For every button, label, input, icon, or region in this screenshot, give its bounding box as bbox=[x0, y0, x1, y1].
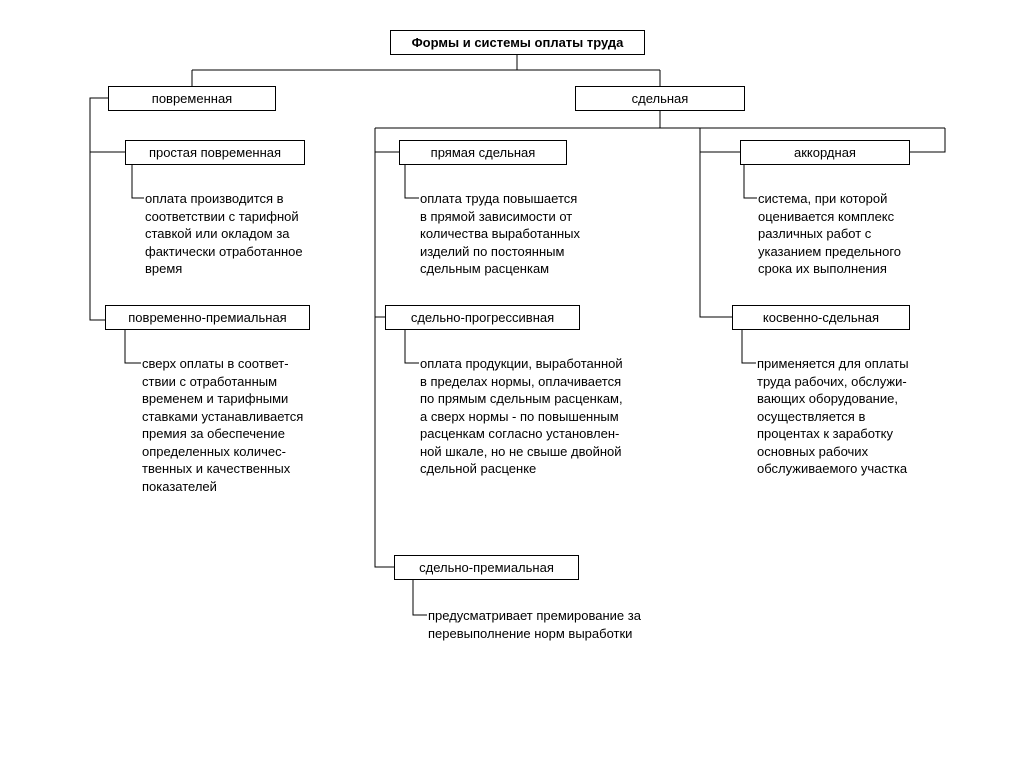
desc-m3: предусматривает премирование за перевыпо… bbox=[428, 607, 688, 642]
node-r1: аккордная bbox=[740, 140, 910, 165]
desc-l2: сверх оплаты в соответ- ствии с отработа… bbox=[142, 355, 342, 495]
node-m2: сдельно-прогрессивная bbox=[385, 305, 580, 330]
desc-l1: оплата производится в соответствии с тар… bbox=[145, 190, 340, 278]
node-m3: сдельно-премиальная bbox=[394, 555, 579, 580]
branch-left: повременная bbox=[108, 86, 276, 111]
desc-m1: оплата труда повышается в прямой зависим… bbox=[420, 190, 620, 278]
node-r2: косвенно-сдельная bbox=[732, 305, 910, 330]
node-l1: простая повременная bbox=[125, 140, 305, 165]
node-m1: прямая сдельная bbox=[399, 140, 567, 165]
desc-r1: система, при которой оценивается комплек… bbox=[758, 190, 938, 278]
branch-right: сдельная bbox=[575, 86, 745, 111]
node-l2: повременно-премиальная bbox=[105, 305, 310, 330]
root-node: Формы и системы оплаты труда bbox=[390, 30, 645, 55]
desc-m2: оплата продукции, выработанной в предела… bbox=[420, 355, 675, 478]
desc-r2: применяется для оплаты труда рабочих, об… bbox=[757, 355, 952, 478]
